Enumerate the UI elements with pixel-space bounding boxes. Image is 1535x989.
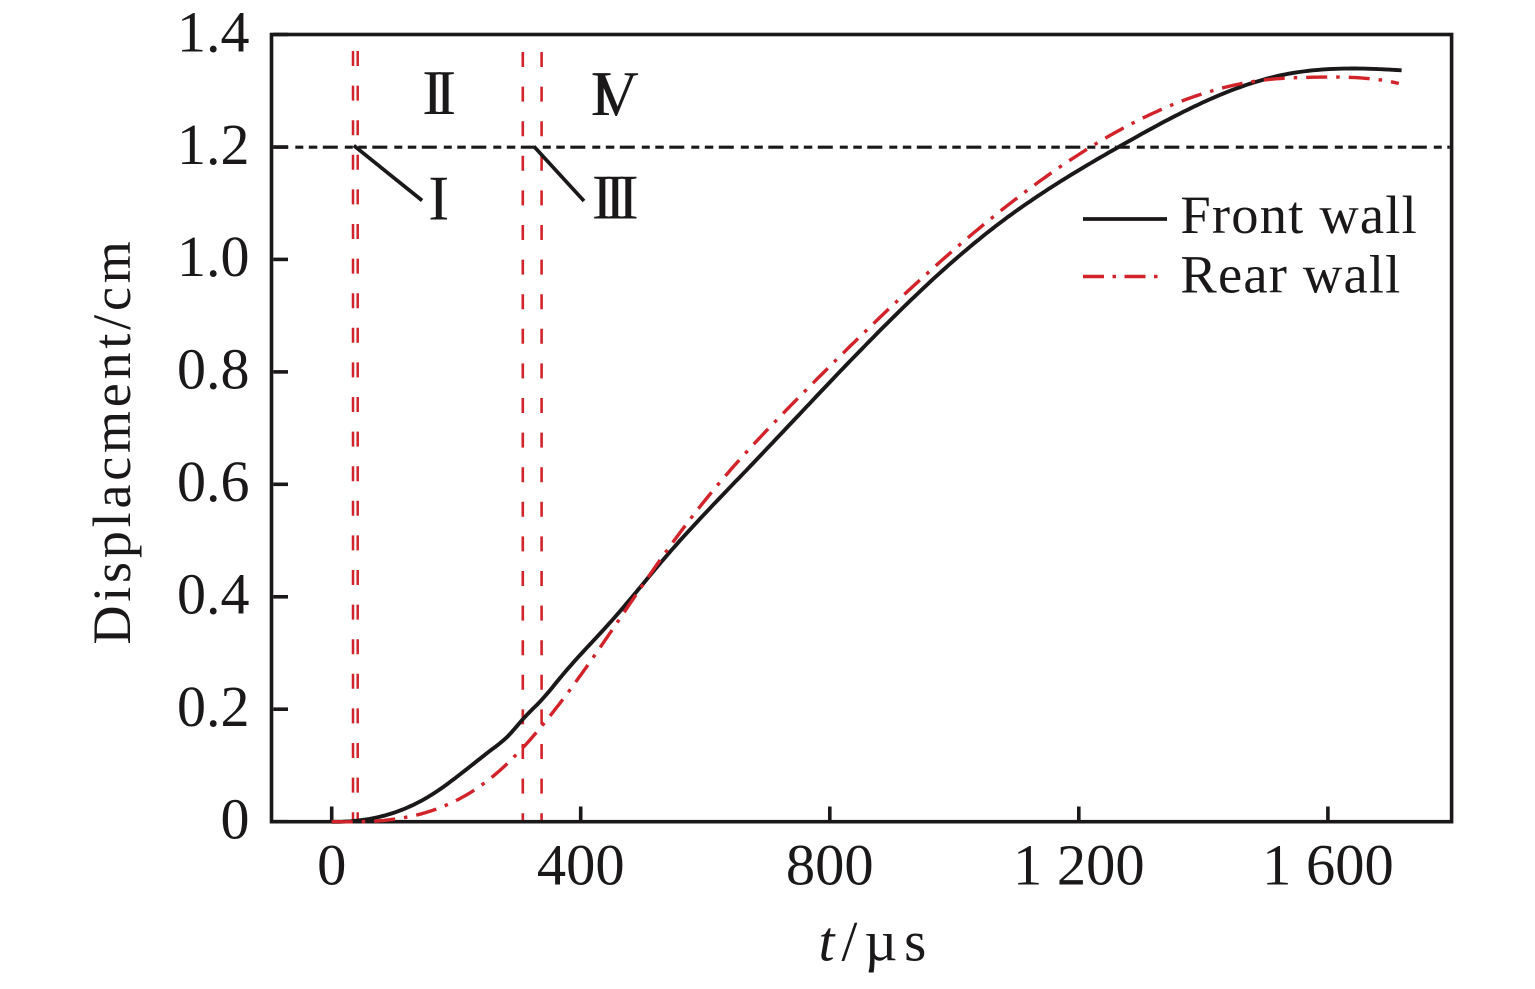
svg-text:I: I (428, 163, 449, 233)
svg-text:0.2: 0.2 (177, 674, 250, 739)
svg-text:800: 800 (786, 833, 874, 898)
svg-text:Displacment/cm: Displacment/cm (82, 237, 142, 644)
svg-text:1.0: 1.0 (177, 224, 250, 289)
svg-text:0: 0 (221, 787, 250, 852)
svg-text:0.4: 0.4 (177, 562, 250, 627)
svg-text:Rear wall: Rear wall (1180, 244, 1401, 305)
svg-text:1 200: 1 200 (1013, 833, 1145, 898)
svg-text:1.4: 1.4 (177, 0, 250, 64)
svg-text:1.2: 1.2 (177, 112, 250, 177)
svg-text:III: III (592, 163, 637, 233)
svg-text:0.8: 0.8 (177, 337, 250, 402)
svg-text:400: 400 (537, 833, 625, 898)
svg-text:1 600: 1 600 (1262, 833, 1394, 898)
svg-text:t/µs: t/µs (819, 911, 934, 974)
svg-text:Front wall: Front wall (1180, 184, 1418, 245)
svg-text:0.6: 0.6 (177, 449, 250, 514)
svg-text:0: 0 (317, 833, 346, 898)
